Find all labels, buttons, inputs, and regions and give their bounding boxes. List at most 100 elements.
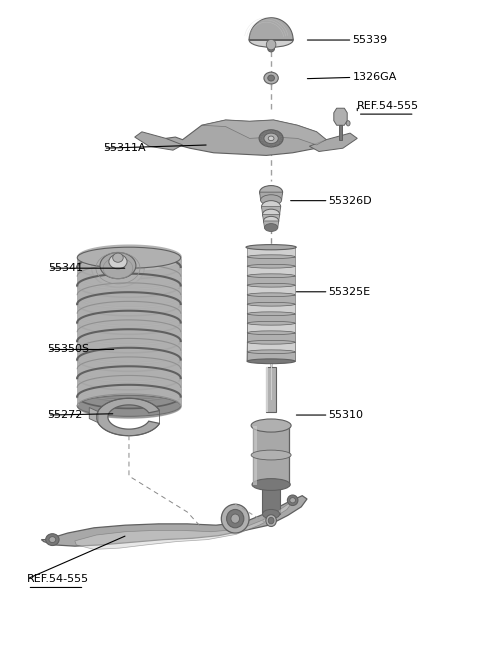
Polygon shape [96, 398, 159, 436]
Ellipse shape [264, 223, 278, 231]
Ellipse shape [247, 274, 295, 278]
Polygon shape [247, 247, 295, 361]
Polygon shape [264, 221, 279, 227]
Polygon shape [135, 132, 182, 150]
Ellipse shape [268, 517, 274, 524]
Polygon shape [247, 247, 295, 257]
Ellipse shape [247, 255, 295, 259]
Ellipse shape [247, 340, 295, 344]
Polygon shape [262, 206, 281, 214]
Ellipse shape [77, 396, 180, 417]
Ellipse shape [275, 131, 277, 133]
Ellipse shape [247, 293, 295, 297]
Ellipse shape [231, 514, 240, 523]
Ellipse shape [247, 312, 295, 315]
Polygon shape [266, 367, 276, 413]
Ellipse shape [268, 45, 275, 52]
Ellipse shape [264, 131, 267, 133]
Ellipse shape [268, 136, 274, 141]
Ellipse shape [113, 253, 123, 262]
Ellipse shape [259, 130, 283, 147]
Ellipse shape [280, 137, 283, 139]
Polygon shape [247, 266, 295, 276]
Ellipse shape [263, 209, 280, 219]
Text: 55350S: 55350S [48, 344, 90, 355]
Text: 55326D: 55326D [328, 196, 372, 206]
Polygon shape [263, 484, 280, 514]
Ellipse shape [227, 509, 244, 528]
Text: 55311A: 55311A [104, 143, 146, 153]
Ellipse shape [247, 245, 295, 249]
Ellipse shape [247, 302, 295, 306]
Polygon shape [247, 351, 295, 361]
Text: 55339: 55339 [352, 35, 387, 45]
Ellipse shape [266, 39, 276, 50]
Ellipse shape [247, 264, 295, 268]
Ellipse shape [275, 144, 277, 146]
Text: REF.54-555: REF.54-555 [357, 101, 420, 110]
Polygon shape [247, 323, 295, 332]
Ellipse shape [261, 141, 263, 143]
Text: REF.54-555: REF.54-555 [27, 574, 89, 584]
Polygon shape [247, 314, 295, 323]
Ellipse shape [264, 72, 278, 84]
Ellipse shape [261, 194, 282, 205]
Polygon shape [338, 125, 342, 141]
Polygon shape [41, 495, 307, 546]
Ellipse shape [92, 258, 144, 284]
Polygon shape [247, 332, 295, 342]
Ellipse shape [260, 185, 283, 198]
Polygon shape [75, 501, 293, 549]
Ellipse shape [264, 133, 278, 144]
Ellipse shape [268, 75, 275, 81]
Ellipse shape [264, 144, 267, 146]
Polygon shape [266, 367, 268, 413]
Ellipse shape [290, 497, 296, 503]
Ellipse shape [266, 514, 276, 526]
Ellipse shape [249, 33, 293, 47]
Ellipse shape [247, 283, 295, 287]
Ellipse shape [259, 137, 262, 139]
Text: 55272: 55272 [48, 410, 83, 420]
Ellipse shape [221, 504, 249, 533]
Polygon shape [253, 426, 289, 484]
Polygon shape [263, 214, 280, 221]
Ellipse shape [279, 133, 281, 135]
Ellipse shape [49, 537, 56, 543]
Ellipse shape [262, 200, 281, 212]
Ellipse shape [251, 419, 291, 432]
Ellipse shape [247, 359, 295, 364]
Ellipse shape [252, 479, 290, 490]
Polygon shape [247, 285, 295, 295]
Ellipse shape [346, 121, 350, 126]
Polygon shape [202, 120, 326, 145]
Ellipse shape [270, 145, 272, 147]
Polygon shape [247, 295, 295, 304]
Ellipse shape [247, 321, 295, 325]
Polygon shape [334, 108, 347, 125]
Ellipse shape [270, 129, 272, 131]
Polygon shape [89, 407, 98, 422]
Polygon shape [249, 18, 293, 40]
Ellipse shape [261, 133, 263, 135]
Text: 55310: 55310 [328, 410, 363, 420]
Polygon shape [310, 133, 357, 152]
Ellipse shape [246, 244, 296, 250]
Ellipse shape [251, 450, 291, 460]
Ellipse shape [92, 249, 144, 287]
Ellipse shape [100, 252, 136, 279]
Ellipse shape [247, 331, 295, 334]
Polygon shape [247, 304, 295, 314]
Polygon shape [166, 120, 326, 156]
Text: 1326GA: 1326GA [352, 72, 397, 82]
Ellipse shape [77, 247, 180, 268]
Text: 55341: 55341 [48, 263, 84, 273]
Ellipse shape [288, 495, 298, 505]
Ellipse shape [46, 533, 59, 545]
Text: 55325E: 55325E [328, 287, 371, 297]
Ellipse shape [109, 254, 127, 269]
Polygon shape [253, 426, 257, 484]
Polygon shape [260, 192, 283, 200]
Ellipse shape [279, 141, 281, 143]
Polygon shape [247, 342, 295, 351]
